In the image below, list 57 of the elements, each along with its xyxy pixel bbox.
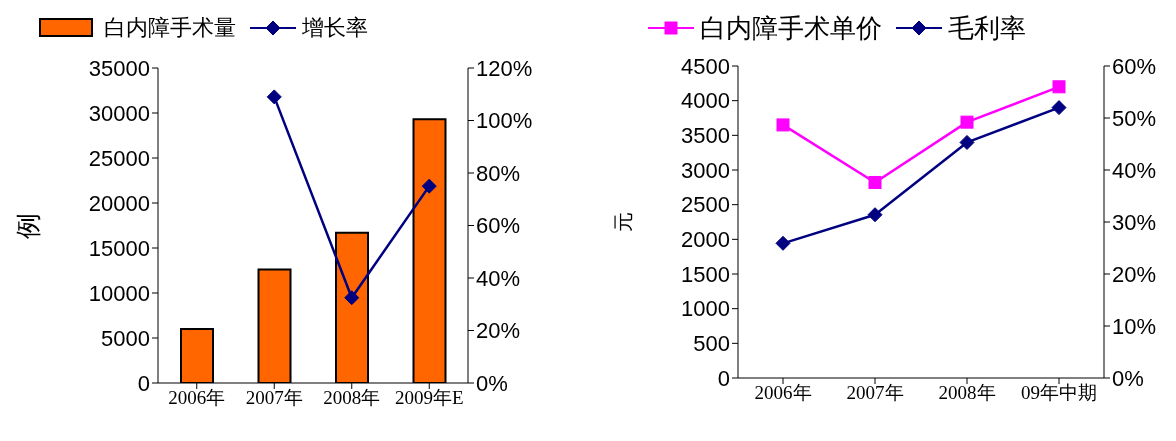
- legend-label: 白内障手术量: [104, 14, 236, 42]
- y-tick-label: 30000: [88, 100, 150, 126]
- y-tick-label: 10000: [88, 280, 150, 306]
- point: [1052, 80, 1066, 94]
- y2-tick-label: 0%: [476, 370, 508, 396]
- legend-label: 白内障手术单价: [700, 11, 882, 45]
- x-tick-label: 2009年E: [394, 387, 464, 409]
- y2-tick-label: 120%: [476, 55, 533, 81]
- y2-tick-label: 40%: [476, 265, 521, 291]
- legend-label: 毛利率: [948, 11, 1026, 45]
- point: [959, 134, 975, 150]
- y-tick-label: 500: [693, 331, 730, 357]
- y2-tick-label: 100%: [476, 108, 533, 134]
- y-axis-title: 例: [13, 212, 44, 239]
- point: [266, 89, 282, 105]
- y2-tick-label: 80%: [476, 160, 521, 186]
- x-tick-label: 2007年: [245, 387, 303, 409]
- y-tick-label: 2500: [681, 192, 730, 218]
- y2-tick-label: 0%: [1112, 365, 1144, 391]
- y-axis-title: 元: [612, 212, 635, 232]
- y-tick-label: 4500: [681, 53, 730, 79]
- y2-tick-label: 60%: [1112, 53, 1157, 79]
- y2-tick-label: 30%: [1112, 209, 1157, 235]
- y2-tick-label: 50%: [1112, 105, 1157, 131]
- y-tick-label: 0: [137, 370, 150, 396]
- point: [868, 175, 882, 189]
- x-tick-label: 2008年: [323, 387, 381, 409]
- point: [344, 290, 360, 306]
- y2-tick-label: 40%: [1112, 157, 1157, 183]
- y-tick-label: 3000: [681, 157, 730, 183]
- point: [421, 178, 437, 194]
- y-tick-label: 25000: [88, 145, 150, 171]
- y-tick-label: 0: [717, 365, 730, 391]
- x-tick-label: 2006年: [754, 382, 812, 404]
- y-tick-label: 1500: [681, 261, 730, 287]
- legend-label: 增长率: [302, 14, 368, 42]
- y2-tick-label: 20%: [1112, 261, 1157, 287]
- y2-tick-label: 20%: [476, 318, 521, 344]
- y2-tick-label: 10%: [1112, 313, 1157, 339]
- y-tick-label: 1000: [681, 296, 730, 322]
- x-tick-label: 2007年: [846, 382, 904, 404]
- x-tick-label: 2008年: [938, 382, 996, 404]
- point: [960, 115, 974, 129]
- y2-tick-label: 60%: [476, 213, 521, 239]
- x-tick-label: 2006年: [168, 387, 226, 409]
- point: [776, 118, 790, 132]
- y-tick-label: 2000: [681, 227, 730, 253]
- y-tick-label: 3500: [681, 123, 730, 149]
- y-tick-label: 15000: [88, 235, 150, 261]
- y-tick-label: 5000: [101, 325, 150, 351]
- point: [1051, 100, 1067, 116]
- x-tick-label: 09年中期: [1021, 382, 1097, 404]
- y-tick-label: 35000: [88, 55, 150, 81]
- point: [867, 207, 883, 223]
- y-tick-label: 20000: [88, 190, 150, 216]
- point: [775, 235, 791, 251]
- y-tick-label: 4000: [681, 88, 730, 114]
